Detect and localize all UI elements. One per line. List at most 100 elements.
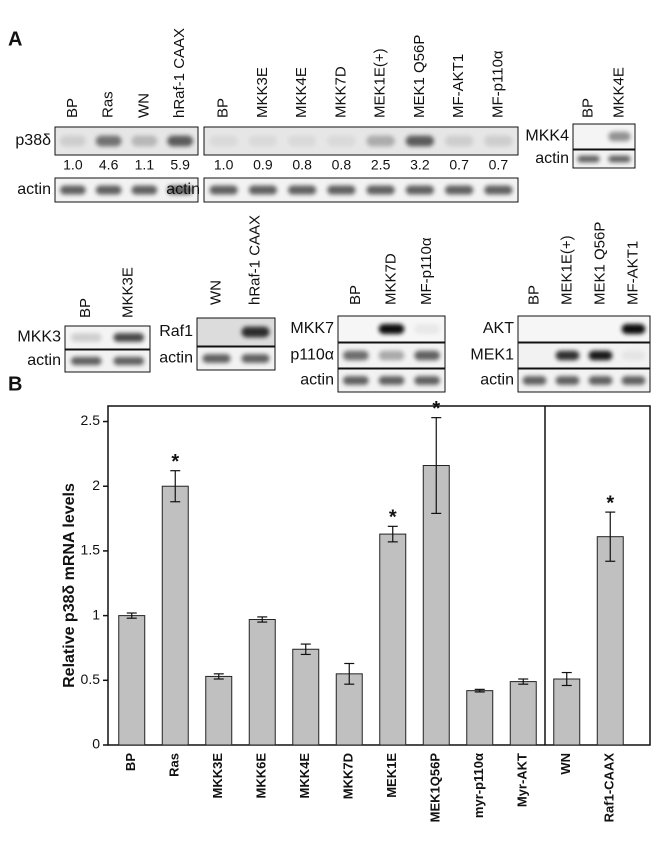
band bbox=[60, 185, 86, 195]
band bbox=[444, 185, 474, 195]
blot-row bbox=[64, 325, 151, 350]
band bbox=[70, 333, 102, 342]
bar bbox=[292, 648, 320, 746]
band bbox=[555, 376, 580, 385]
bar bbox=[205, 675, 233, 746]
band bbox=[131, 135, 158, 147]
lane-label: hRaf-1 CAAX bbox=[171, 28, 188, 118]
x-tick-label: MKK6E bbox=[254, 753, 269, 799]
bar bbox=[466, 690, 494, 746]
band bbox=[241, 326, 270, 338]
band bbox=[167, 135, 193, 147]
row-label: actin bbox=[17, 181, 51, 198]
quantification: 0.9 bbox=[253, 157, 273, 173]
row-label: MKK3 bbox=[17, 329, 61, 346]
lane-label: MF-p110α bbox=[489, 50, 506, 118]
band bbox=[405, 185, 435, 195]
quantification: 3.2 bbox=[410, 157, 430, 173]
quantification: 0.7 bbox=[449, 157, 469, 173]
lane-label: MKK4E bbox=[293, 67, 310, 118]
lane-label: MKK7D bbox=[382, 253, 399, 305]
bar bbox=[596, 536, 624, 746]
row-label: p110α bbox=[290, 347, 334, 364]
lane-label: MF-AKT1 bbox=[450, 54, 467, 118]
row-label: MKK7 bbox=[290, 320, 334, 337]
band bbox=[588, 376, 613, 385]
band bbox=[621, 350, 646, 361]
band bbox=[555, 350, 580, 361]
lane-label: BP bbox=[525, 285, 542, 305]
band bbox=[113, 333, 145, 342]
band bbox=[366, 135, 395, 147]
quantification: 2.5 bbox=[371, 157, 391, 173]
lane-label: MEK1E(+) bbox=[558, 235, 575, 305]
y-tick-label: 0 bbox=[92, 736, 100, 752]
row-label: actin bbox=[166, 181, 200, 198]
x-tick-label: MEK1Q56P bbox=[428, 753, 443, 823]
quantification: 5.9 bbox=[170, 157, 190, 173]
band bbox=[342, 376, 369, 385]
band bbox=[577, 155, 600, 163]
lane-label: MF-p110α bbox=[418, 237, 435, 305]
band bbox=[287, 135, 317, 147]
band bbox=[414, 376, 441, 385]
band bbox=[113, 356, 145, 366]
lane-label: BP bbox=[347, 285, 364, 305]
band bbox=[60, 135, 86, 147]
lane-label: Ras bbox=[100, 91, 117, 118]
x-tick-label: BP bbox=[123, 753, 138, 771]
band bbox=[327, 135, 356, 147]
band bbox=[414, 324, 441, 334]
y-tick-label: 2 bbox=[92, 477, 100, 493]
row-label: actin bbox=[300, 372, 334, 389]
band bbox=[248, 185, 278, 195]
bar bbox=[335, 673, 363, 746]
band bbox=[70, 356, 102, 366]
lane-label: hRaf-1 CAAX bbox=[246, 215, 263, 305]
plot-frame bbox=[107, 405, 651, 746]
row-label: actin bbox=[535, 150, 569, 167]
lane-label: MKK3E bbox=[254, 67, 271, 118]
band bbox=[95, 135, 122, 147]
row-label: actin bbox=[159, 350, 193, 367]
band bbox=[287, 185, 317, 195]
band bbox=[405, 135, 435, 147]
y-axis-label: Relative p38δ mRNA levels bbox=[61, 483, 78, 688]
significance-star: * bbox=[171, 451, 179, 473]
lane-label: BP bbox=[215, 98, 232, 118]
lane-label: BP bbox=[64, 98, 81, 118]
panel-label: B bbox=[8, 373, 22, 395]
quantification: 0.8 bbox=[332, 157, 352, 173]
x-tick-label: MKK4E bbox=[297, 753, 312, 799]
band bbox=[522, 376, 547, 385]
row-label: AKT bbox=[483, 320, 514, 337]
row-label: MKK4 bbox=[525, 128, 569, 145]
x-tick-label: WN bbox=[558, 753, 573, 775]
lane-label: MEK1 Q56P bbox=[591, 222, 608, 305]
significance-star: * bbox=[432, 398, 440, 420]
panel-label: A bbox=[8, 28, 22, 50]
band bbox=[621, 324, 646, 334]
band bbox=[378, 324, 405, 334]
band bbox=[248, 135, 278, 147]
quantification: 1.1 bbox=[135, 157, 155, 173]
blot-row bbox=[196, 346, 276, 371]
band bbox=[95, 185, 122, 195]
row-label: p38δ bbox=[15, 132, 51, 149]
row-label: actin bbox=[27, 352, 61, 369]
bar bbox=[553, 678, 581, 746]
band bbox=[378, 376, 405, 385]
bar bbox=[509, 681, 537, 746]
band bbox=[608, 155, 631, 163]
blot-row bbox=[517, 368, 651, 393]
x-tick-label: MEK1E bbox=[384, 753, 399, 798]
lane-label: WN bbox=[207, 280, 224, 305]
significance-star: * bbox=[606, 492, 614, 514]
x-tick-label: myr-p110α bbox=[471, 753, 486, 818]
band bbox=[608, 131, 631, 142]
band bbox=[342, 350, 369, 361]
x-tick-label: Raf1-CAAX bbox=[602, 753, 617, 823]
band bbox=[131, 185, 158, 195]
quantification: 0.8 bbox=[292, 157, 312, 173]
bar bbox=[379, 533, 407, 746]
